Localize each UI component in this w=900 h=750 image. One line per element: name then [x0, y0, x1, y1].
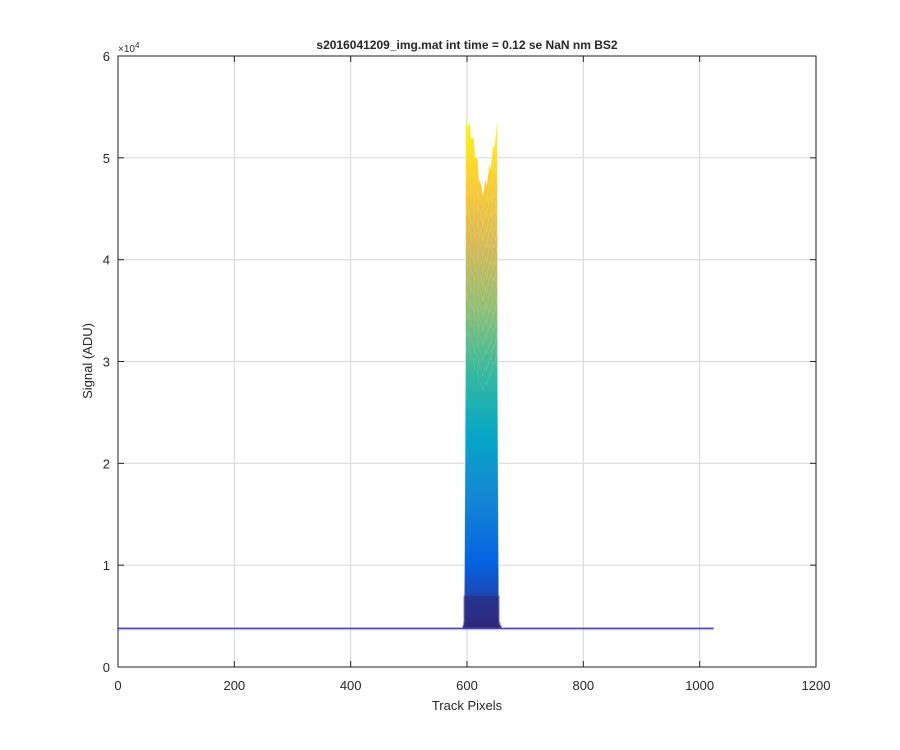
y-tick-label: 5 — [103, 151, 110, 166]
peak-base-band — [463, 595, 500, 629]
y-axis-label: Signal (ADU) — [80, 323, 95, 399]
x-tick-label: 0 — [114, 678, 121, 693]
stacked-trace — [461, 186, 503, 628]
stacked-trace — [461, 345, 503, 628]
x-tick-label: 1200 — [802, 678, 831, 693]
x-tick-label: 600 — [456, 678, 478, 693]
y-tick-label: 1 — [103, 558, 110, 573]
stacked-trace — [461, 239, 503, 628]
y-tick-label: 6 — [103, 49, 110, 64]
y-exponent-power: 4 — [135, 41, 140, 50]
stacked-trace — [461, 257, 503, 628]
x-tick-label: 200 — [223, 678, 245, 693]
stacked-trace — [461, 274, 503, 628]
x-axis-label: Track Pixels — [432, 698, 503, 713]
x-tick-label: 1000 — [685, 678, 714, 693]
x-ticks: 0 200 400 600 800 1000 1200 — [114, 56, 830, 693]
y-exponent-base: ×10 — [118, 44, 135, 55]
stacked-trace — [461, 132, 503, 628]
stacked-trace — [461, 310, 503, 628]
stacked-trace — [461, 292, 503, 628]
y-tick-label: 3 — [103, 355, 110, 370]
chart-title: s2016041209_img.mat int time = 0.12 se N… — [316, 38, 617, 52]
stacked-trace — [461, 221, 503, 628]
stacked-trace — [461, 328, 503, 628]
peak-envelope — [461, 115, 503, 628]
y-exponent-label: ×104 — [118, 41, 140, 55]
stacked-trace — [461, 203, 503, 628]
y-tick-label: 4 — [103, 253, 110, 268]
stacked-trace — [461, 115, 503, 628]
y-tick-label: 0 — [103, 660, 110, 675]
x-tick-label: 800 — [572, 678, 594, 693]
x-tick-label: 400 — [340, 678, 362, 693]
stacked-trace — [461, 168, 503, 628]
y-ticks: 0 1 2 3 4 5 6 — [103, 49, 816, 675]
stacked-trace — [461, 150, 503, 628]
y-tick-label: 2 — [103, 456, 110, 471]
data-series — [118, 115, 714, 631]
